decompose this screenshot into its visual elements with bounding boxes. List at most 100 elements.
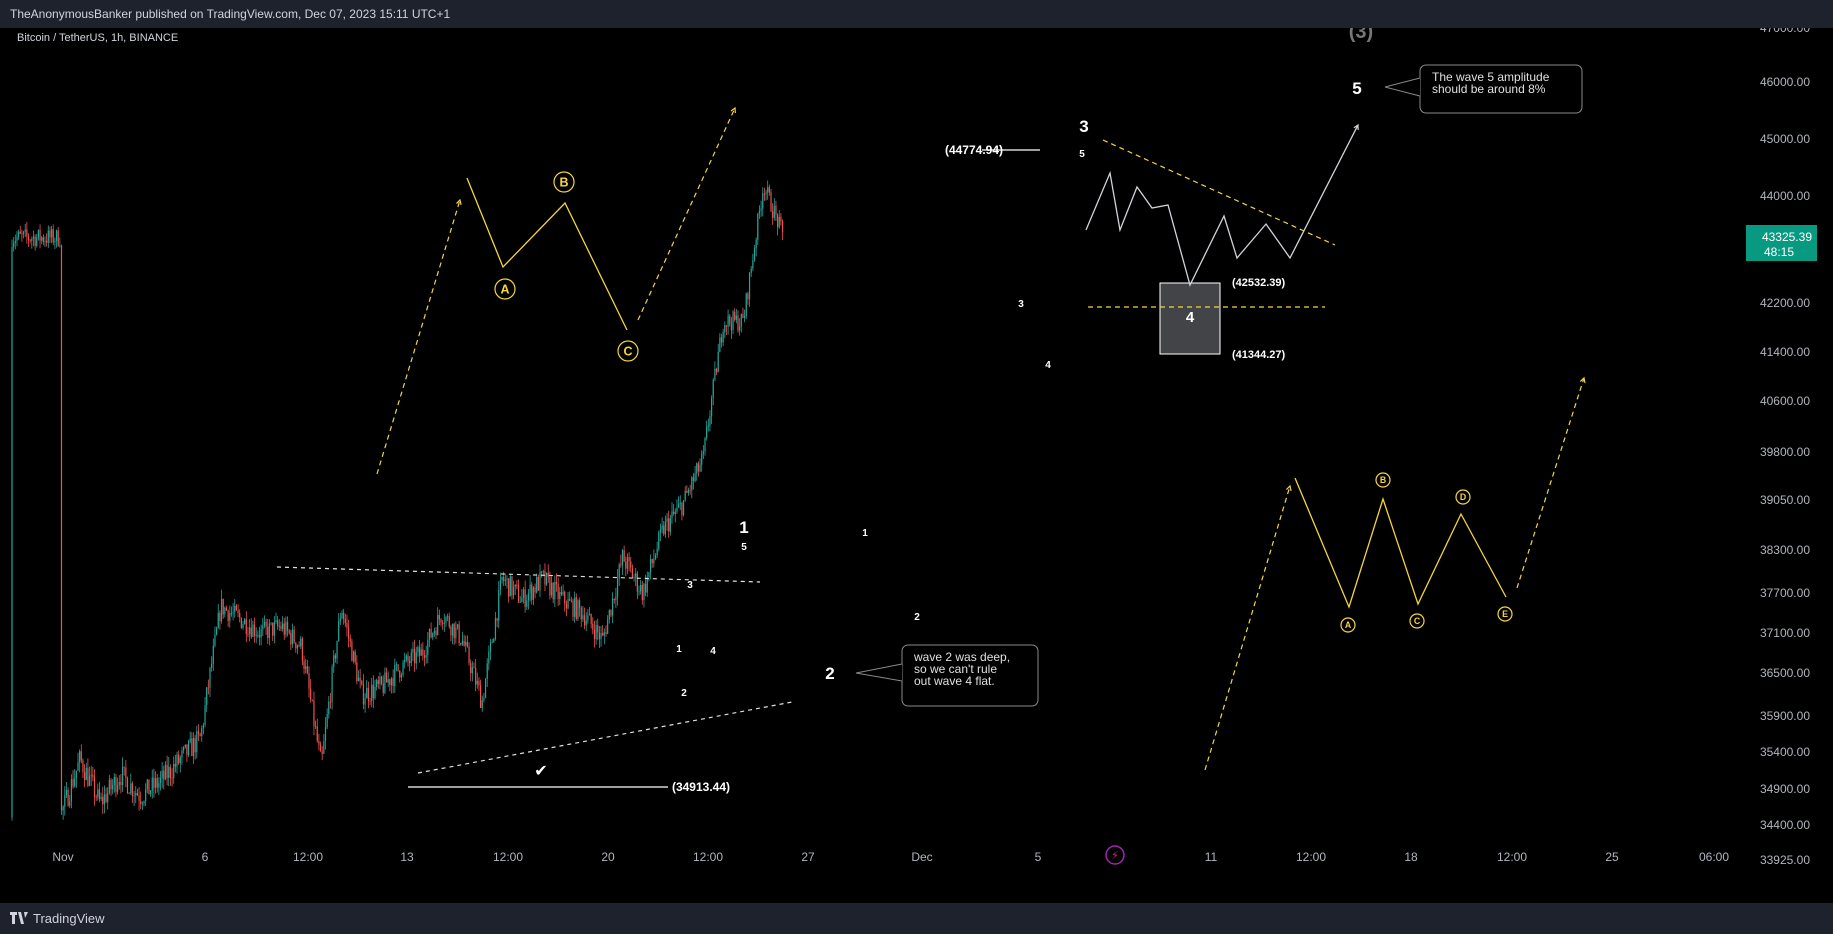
candle (621, 548, 624, 576)
last-price-badge (1746, 225, 1817, 261)
candle (186, 744, 188, 763)
candle (658, 530, 660, 552)
candle (569, 591, 571, 601)
candle (407, 651, 409, 667)
candle (694, 466, 696, 483)
candle (651, 558, 653, 568)
candle (649, 554, 652, 580)
candle (72, 770, 74, 789)
candle (499, 572, 501, 596)
candle (478, 677, 480, 691)
candle (711, 395, 713, 424)
candle (442, 619, 444, 630)
candle (95, 794, 97, 802)
svg-text:⚡: ⚡ (1111, 850, 1119, 862)
candle (65, 782, 68, 798)
candle (735, 308, 737, 324)
candle (740, 313, 742, 333)
candle (272, 622, 274, 642)
candle (494, 612, 497, 641)
price-chart[interactable]: Bitcoin / TetherUS, 1h, BINANCE (34913.4… (0, 28, 1833, 903)
candle (620, 554, 622, 568)
candle (135, 786, 137, 804)
candle (404, 652, 406, 669)
candle (763, 187, 765, 201)
candle (473, 662, 475, 669)
candle (410, 648, 412, 667)
price-axis[interactable]: 47000.00 46000.00 45000.00 44000.00 42200.00… (1746, 28, 1817, 867)
candle (488, 645, 490, 671)
candle (628, 552, 630, 572)
candle (255, 627, 257, 644)
candle (163, 765, 165, 790)
candle (212, 638, 214, 671)
candle (394, 658, 396, 693)
candle (534, 583, 536, 599)
svg-text:B: B (1380, 475, 1386, 485)
candle (549, 571, 551, 600)
time-axis[interactable]: Nov 6 12:00 13 12:00 20 12:00 27 Dec 5 11 12:00 18 12… (52, 850, 1729, 864)
candle (97, 783, 99, 801)
alert-bolt-icon[interactable]: ⚡ (1105, 845, 1125, 865)
candle (387, 671, 389, 687)
price-tick-label: 36500.00 (1760, 666, 1810, 680)
candle (131, 781, 134, 803)
candle (67, 787, 69, 807)
arrow-head (730, 106, 736, 114)
candle (161, 761, 163, 788)
candle (112, 779, 114, 795)
candle (21, 229, 23, 242)
candle (357, 670, 360, 682)
candle (164, 761, 167, 781)
price-tick-label: 35400.00 (1760, 745, 1810, 759)
wave3-top-level-label: (44774.94) (945, 143, 1003, 157)
candle (739, 318, 741, 336)
candle (729, 313, 731, 327)
candle (141, 801, 143, 811)
candle (671, 502, 673, 524)
arrow-head (1579, 376, 1586, 384)
candle (377, 675, 379, 689)
candle (395, 661, 398, 672)
candle (262, 617, 264, 637)
candle (348, 619, 350, 648)
candle (367, 681, 369, 709)
candle (544, 563, 546, 592)
candle (653, 549, 655, 568)
candle (346, 614, 348, 637)
bar-countdown: 48:15 (1764, 245, 1794, 259)
candle (199, 732, 201, 737)
candle (178, 750, 180, 766)
svg-text:so we can't rule: so we can't rule (914, 662, 997, 676)
candle (663, 520, 665, 537)
support-level-label: (34913.44) (672, 780, 730, 794)
candle (315, 720, 317, 729)
sub-wave-label: 1 (676, 644, 682, 655)
candle (762, 187, 764, 217)
candle (237, 604, 239, 617)
candle (748, 272, 751, 307)
abc-zigzag-line (466, 177, 628, 331)
candle (128, 792, 130, 794)
svg-text:C: C (1414, 616, 1421, 626)
candle (692, 472, 695, 490)
candle (673, 504, 675, 516)
candle (773, 198, 775, 221)
sub-wave-label: 5 (741, 542, 747, 553)
candle (772, 203, 774, 225)
candle (118, 775, 120, 790)
candle (498, 581, 500, 629)
candle (216, 626, 218, 636)
candle (682, 500, 685, 517)
candle (608, 609, 610, 624)
wave5-projection-path (1085, 124, 1359, 287)
candle (516, 580, 518, 590)
candle (654, 553, 657, 561)
candle (602, 624, 604, 637)
candle (356, 655, 358, 685)
candle (409, 656, 411, 672)
candle (715, 367, 718, 376)
candle (250, 618, 252, 639)
candle (546, 572, 548, 586)
candle (179, 755, 181, 773)
